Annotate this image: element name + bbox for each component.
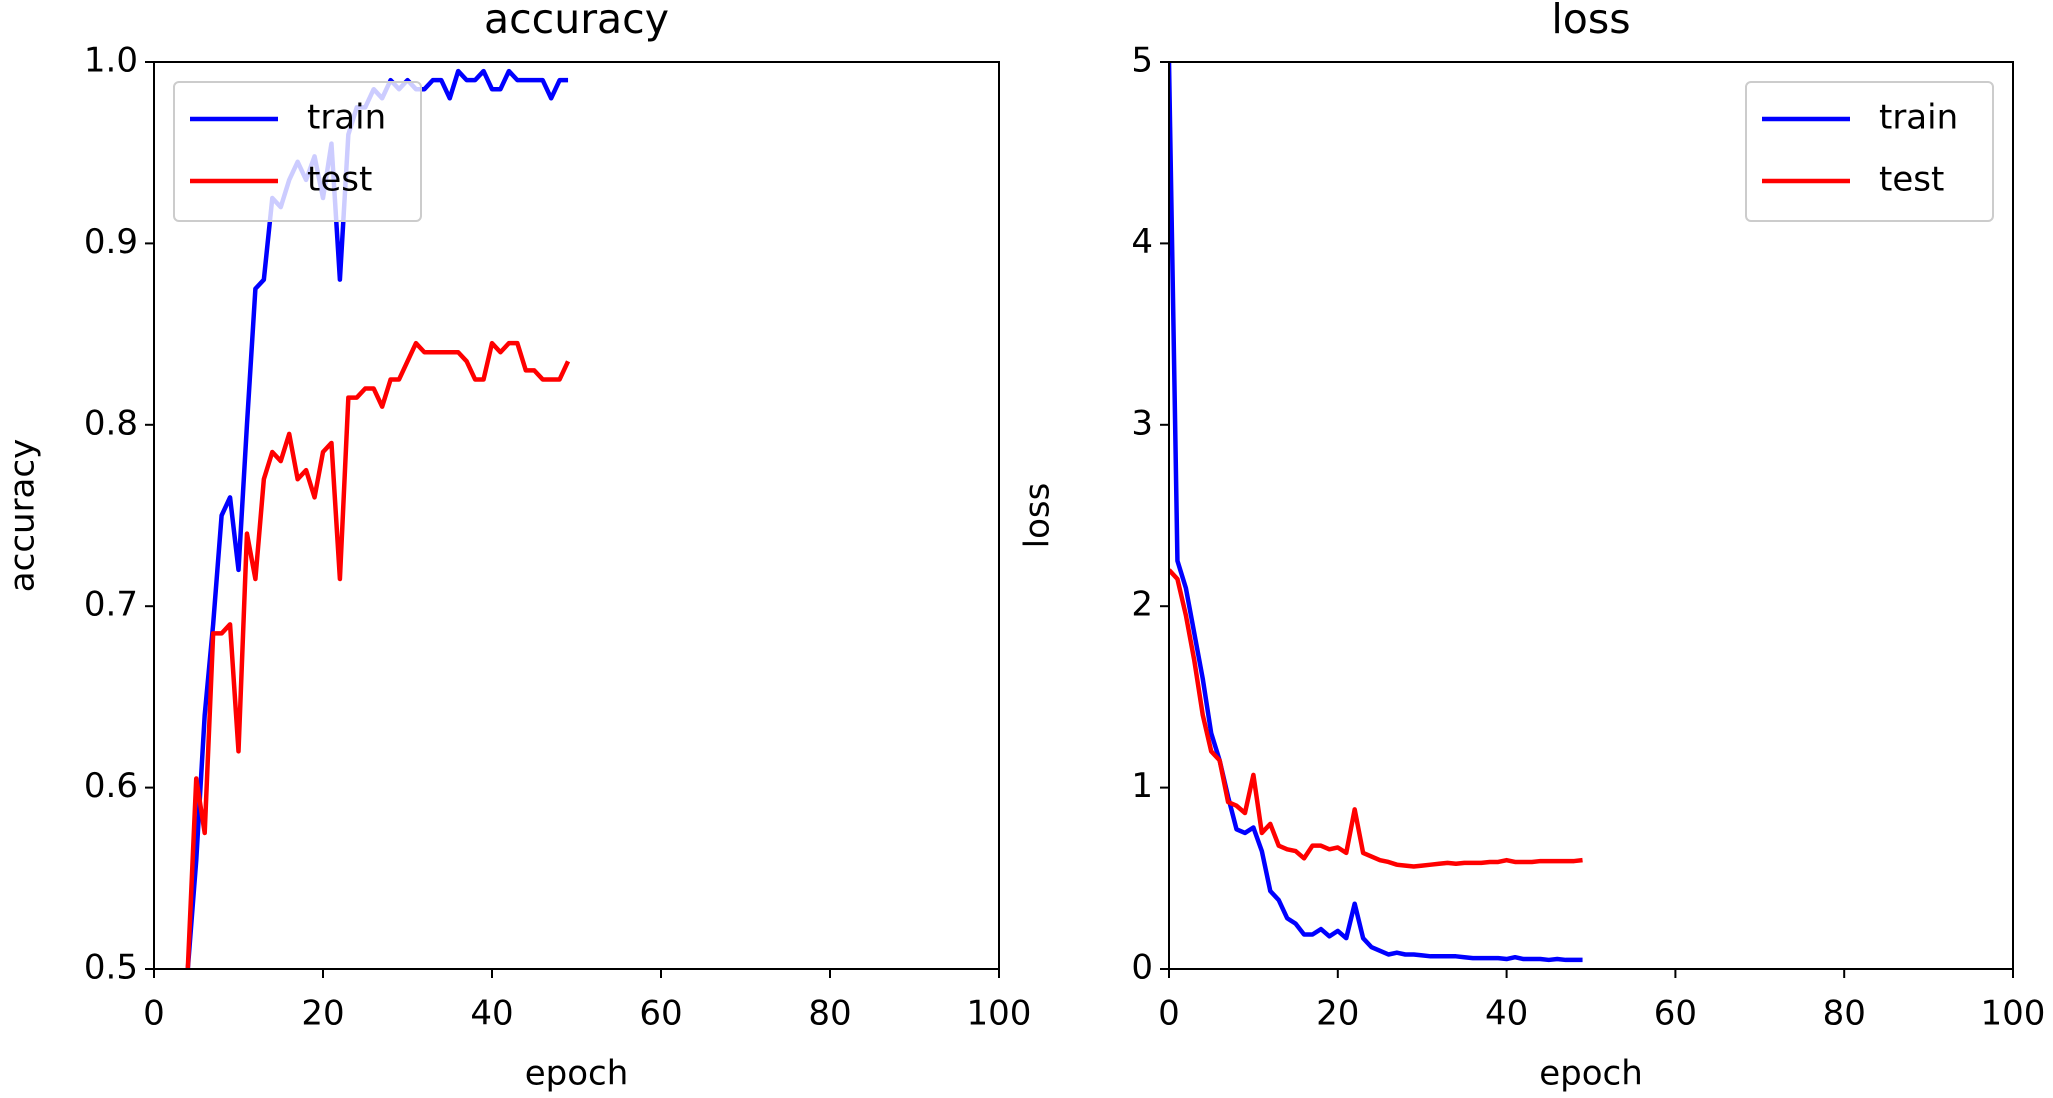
legend-label: train	[1879, 98, 1958, 138]
x-tick-label: 40	[470, 994, 513, 1034]
y-tick-label: 2	[1131, 585, 1153, 625]
line-series	[1169, 568, 1583, 869]
y-tick-label: 0.5	[84, 948, 138, 988]
y-tick-label: 0.7	[84, 585, 138, 625]
x-tick-label: 20	[301, 994, 344, 1034]
y-tick-label: 0.8	[84, 403, 138, 443]
x-tick-label: 20	[1316, 994, 1359, 1034]
y-tick-label: 1	[1131, 766, 1153, 806]
y-tick-label: 4	[1131, 222, 1153, 262]
axes-frame	[1168, 61, 2014, 970]
x-tick-label: 0	[1158, 994, 1180, 1034]
y-tick-label: 1.0	[84, 41, 138, 81]
line-series	[185, 340, 571, 969]
axes-frame	[153, 61, 1000, 970]
line-series	[1169, 62, 1583, 963]
y-tick-label: 5	[1131, 41, 1153, 81]
x-tick-label: 60	[1654, 994, 1697, 1034]
y-tick-label: 0	[1131, 948, 1153, 988]
x-tick-label: 0	[143, 994, 165, 1034]
y-axis-label: accuracy	[3, 439, 43, 592]
subplot: loss epoch loss 0 20 40 60 80 100 0 1 2 3 4 5 train test	[1018, 0, 2046, 1094]
x-tick-label: 100	[967, 994, 1032, 1034]
x-tick-label: 80	[808, 994, 851, 1034]
legend: train test	[173, 81, 422, 222]
x-tick-label: 40	[1485, 994, 1528, 1034]
chart-title: loss	[1551, 0, 1630, 43]
subplot: accuracy epoch accuracy 0 20 40 60 80 100 0.5 0.6 0…	[3, 0, 1032, 1094]
legend: train test	[1745, 81, 1994, 222]
y-tick-label: 0.6	[84, 766, 138, 806]
y-tick-label: 3	[1131, 403, 1153, 443]
x-tick-label: 100	[1981, 994, 2046, 1034]
y-tick-label: 0.9	[84, 222, 138, 262]
x-axis-label: epoch	[1539, 1054, 1643, 1094]
x-tick-label: 80	[1823, 994, 1866, 1034]
chart-title: accuracy	[484, 0, 669, 43]
y-axis-label: loss	[1018, 483, 1058, 549]
x-tick-label: 60	[639, 994, 682, 1034]
legend-label: test	[1879, 160, 1944, 200]
legend-label: train	[307, 98, 386, 138]
x-axis-label: epoch	[525, 1054, 629, 1094]
legend-label: test	[307, 160, 372, 200]
